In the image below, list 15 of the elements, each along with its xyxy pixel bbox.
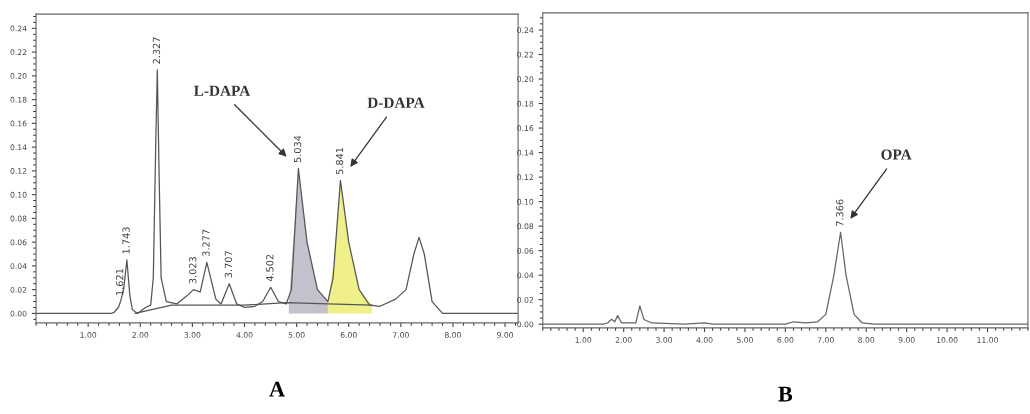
x-axis-title: B <box>778 386 793 402</box>
annotation: OPA <box>881 149 912 160</box>
annotation: 5.841 <box>335 147 344 175</box>
annotation: 1.743 <box>122 227 130 254</box>
annotation: 1.621 <box>115 269 124 295</box>
annotation: 7.366 <box>836 199 844 226</box>
annotation: 4.502 <box>266 254 274 282</box>
annotation: 2.327 <box>152 37 161 64</box>
annotation: 3.707 <box>224 251 233 278</box>
annotation: 3.023 <box>189 257 197 284</box>
annotation: 5.034 <box>293 135 302 163</box>
annotation: D-DAPA <box>367 97 425 108</box>
annotation: 3.277 <box>202 229 210 257</box>
annotation: L-DAPA <box>193 85 251 96</box>
x-axis-title: A <box>269 381 285 397</box>
